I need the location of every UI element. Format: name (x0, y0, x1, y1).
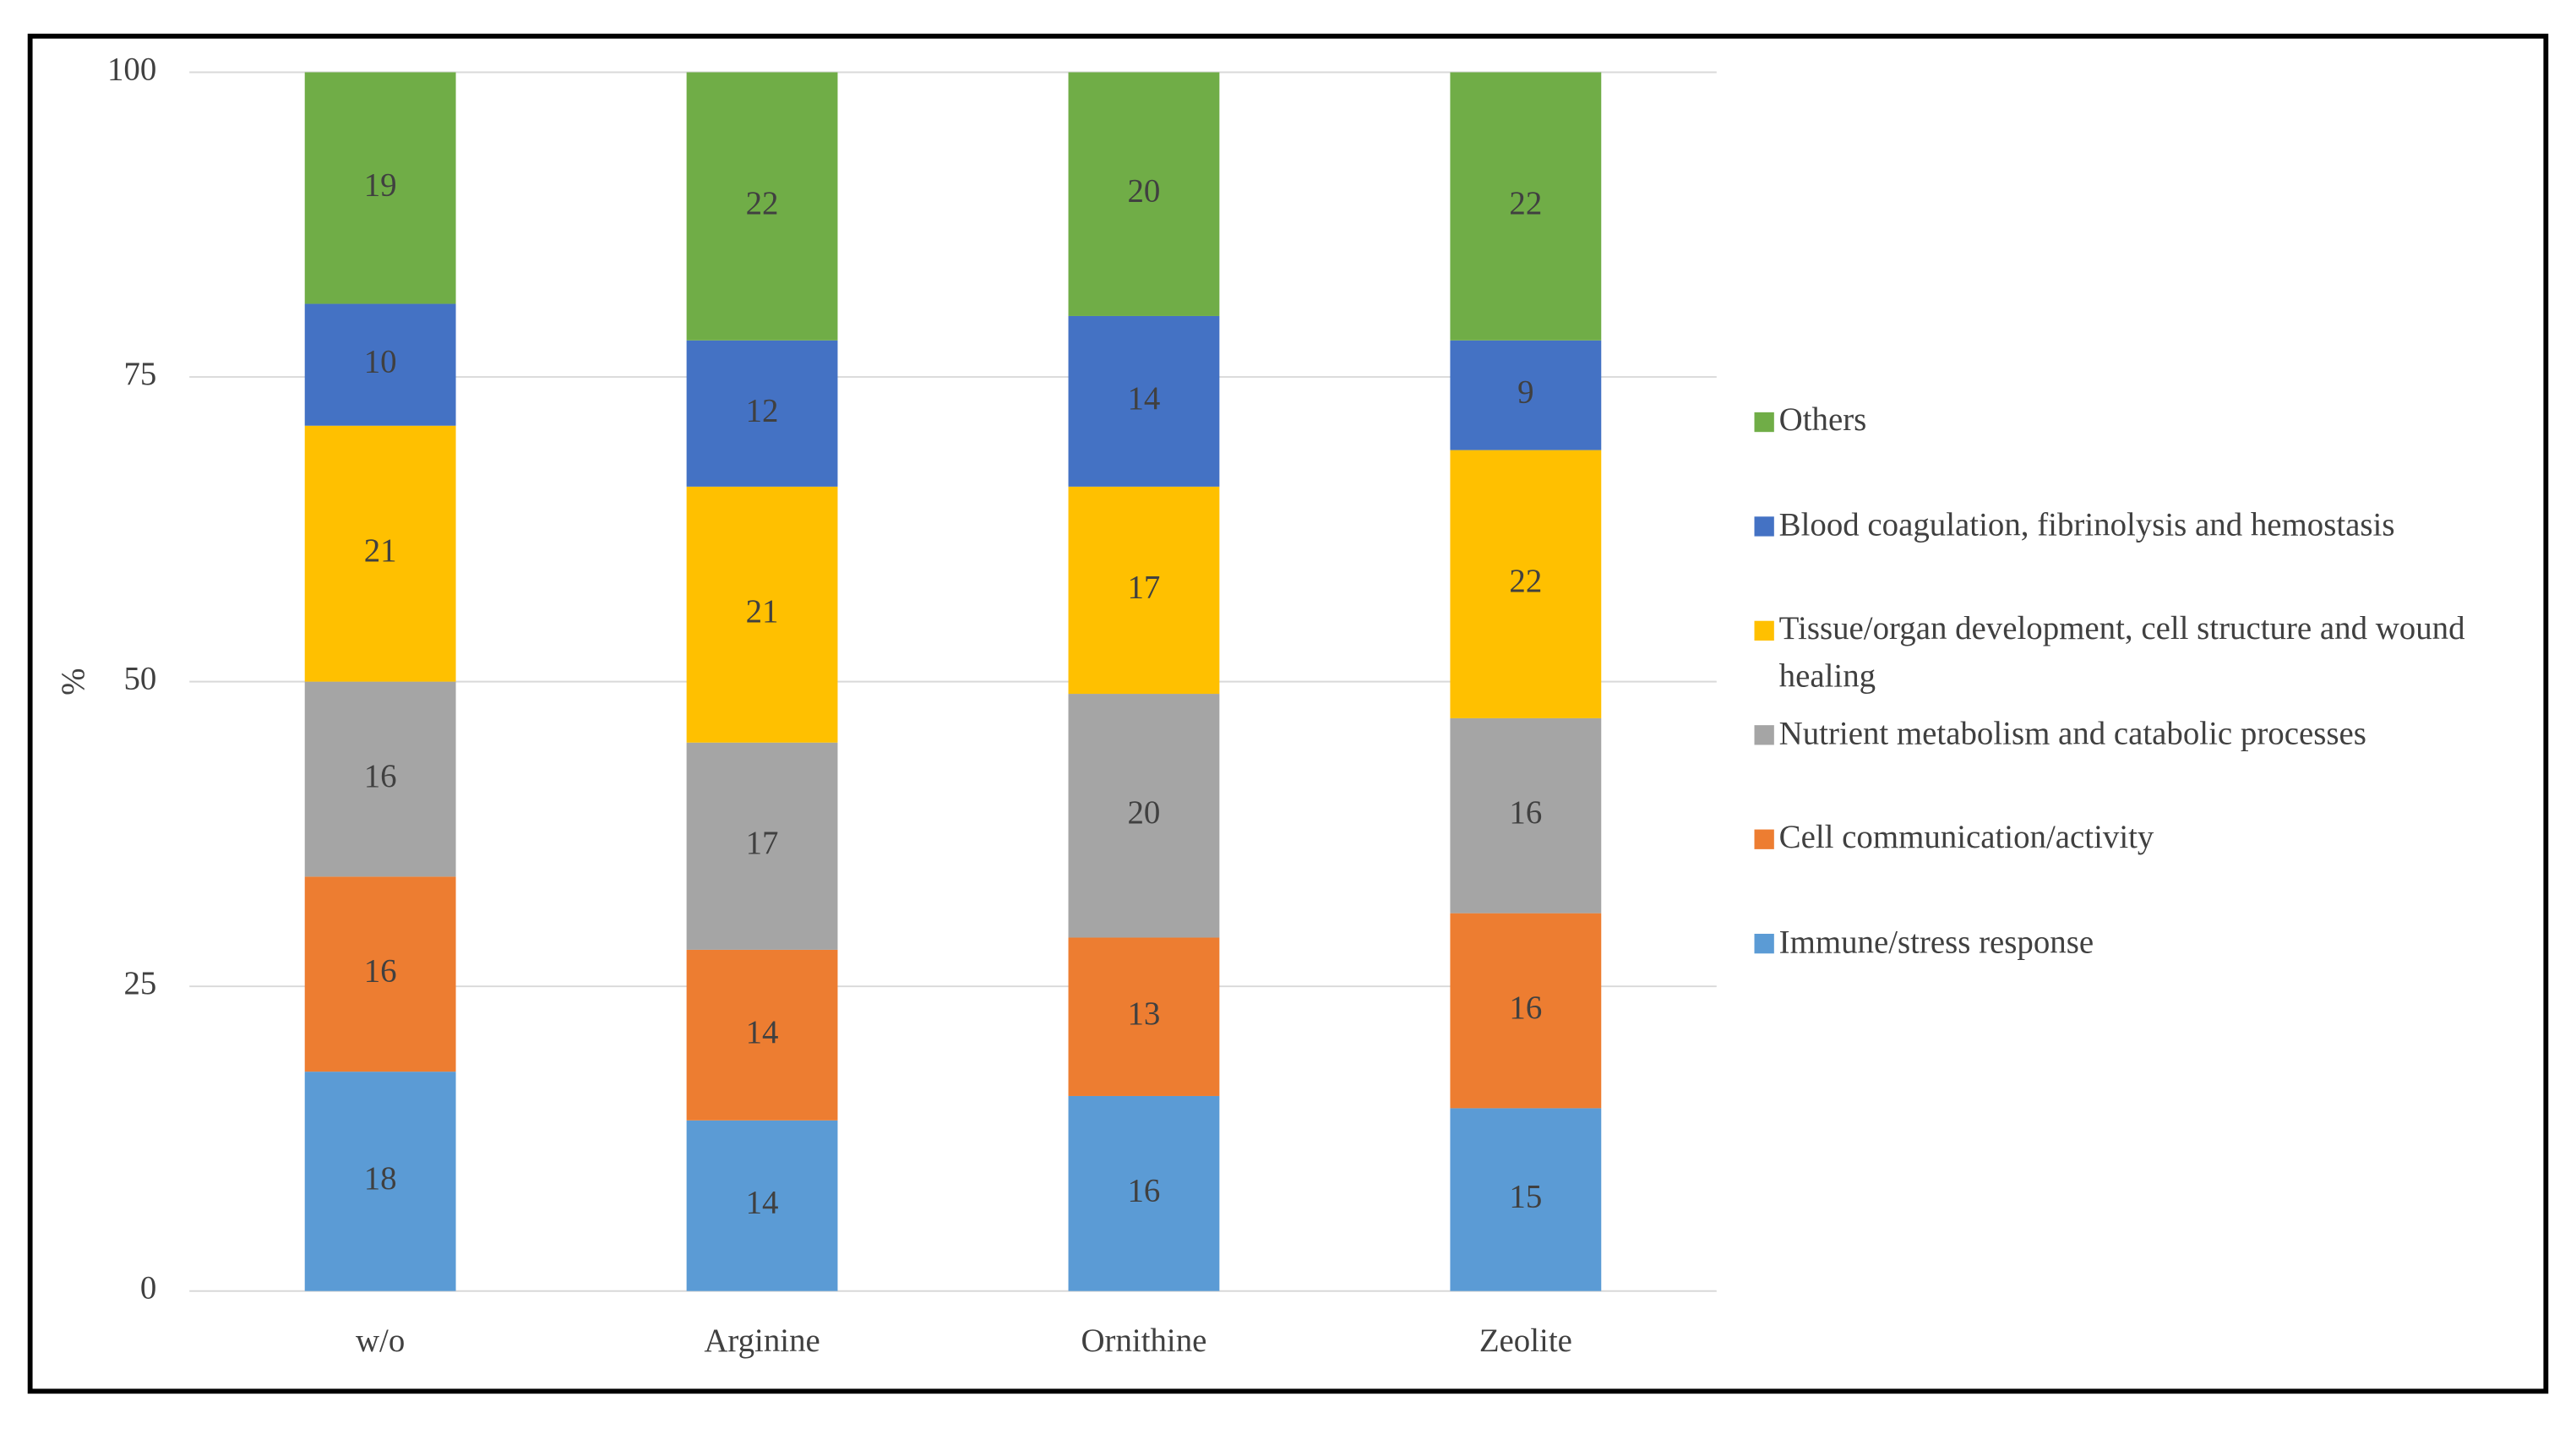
data-label: 20 (1128, 173, 1161, 210)
legend-item: Cell communication/activity (1778, 819, 2154, 856)
data-label: 16 (364, 758, 397, 794)
data-label: 16 (1509, 990, 1542, 1026)
data-label: 16 (1128, 1172, 1161, 1208)
bar-segment (1068, 72, 1220, 316)
bar-segment (686, 486, 838, 743)
bar-segment (304, 1072, 456, 1291)
data-label: 16 (1509, 794, 1542, 831)
data-label: 22 (1509, 563, 1542, 599)
data-label: 9 (1517, 374, 1533, 411)
x-tick-label: Zeolite (1479, 1323, 1572, 1359)
bar-segment (1450, 913, 1602, 1109)
bar-segment (686, 949, 838, 1121)
x-tick-label: w/o (356, 1323, 405, 1359)
bar-segment (686, 1120, 838, 1291)
legend-label: Cell communication/activity (1778, 819, 2154, 856)
bar-segment (1450, 1108, 1602, 1291)
data-label: 22 (1509, 185, 1542, 221)
legend-label: Immune/stress response (1778, 924, 2094, 961)
legend-item: Blood coagulation, fibrinolysis and hemo… (1778, 506, 2395, 543)
legend-swatch (1754, 412, 1774, 433)
bar-segment (1450, 717, 1602, 914)
data-label: 21 (364, 532, 397, 569)
bar-segment (304, 876, 456, 1072)
y-tick-label: 50 (123, 661, 156, 697)
bar-segment (1450, 340, 1602, 450)
bar-segment (686, 72, 838, 341)
legend-swatch (1754, 933, 1774, 954)
data-label: 14 (1128, 380, 1161, 417)
legend-item: Immune/stress response (1778, 924, 2094, 961)
data-label: 20 (1128, 794, 1161, 831)
legend-label: Nutrient metabolism and catabolic proces… (1778, 715, 2366, 752)
y-axis-label: % (55, 668, 91, 695)
y-tick-label: 25 (123, 965, 156, 1001)
bar-segment (686, 742, 838, 950)
legend-label: Blood coagulation, fibrinolysis and hemo… (1778, 506, 2395, 543)
bar-segment (1068, 315, 1220, 487)
legend-item: Others (1778, 402, 1867, 439)
bar-segment (686, 340, 838, 487)
bar-segment (1068, 1095, 1220, 1291)
bar-segment (1068, 486, 1220, 695)
data-label: 22 (746, 185, 779, 221)
legend-label: Tissue/organ development, cell structure… (1778, 611, 2465, 695)
bar-segment (304, 303, 456, 426)
x-tick-label: Ornithine (1081, 1323, 1206, 1359)
bar-segment (1068, 694, 1220, 938)
y-tick-label: 100 (107, 51, 156, 87)
data-label: 17 (1128, 569, 1161, 605)
bar-segment (304, 681, 456, 877)
data-label: 21 (746, 593, 779, 630)
data-label: 14 (746, 1014, 779, 1050)
data-label: 18 (364, 1160, 397, 1197)
legend-item: Tissue/organ development, cell structure… (1778, 611, 2465, 695)
bar-segment (304, 72, 456, 304)
bar-segment (1450, 450, 1602, 718)
legend-item: Nutrient metabolism and catabolic proces… (1778, 715, 2366, 752)
y-tick-label: 0 (140, 1270, 156, 1306)
x-tick-label: Arginine (704, 1323, 820, 1359)
legend-swatch (1754, 829, 1774, 849)
data-label: 19 (364, 166, 397, 203)
bar-segment (1450, 72, 1602, 341)
bar-segment (1068, 937, 1220, 1096)
data-label: 10 (364, 344, 397, 380)
data-label: 17 (746, 825, 779, 861)
y-tick-label: 75 (123, 356, 156, 392)
bar-segment (304, 425, 456, 682)
data-label: 12 (746, 392, 779, 428)
legend-swatch (1754, 516, 1774, 537)
legend-label: Others (1778, 402, 1867, 439)
data-label: 15 (1509, 1178, 1542, 1214)
data-label: 14 (746, 1185, 779, 1221)
data-label: 16 (364, 953, 397, 990)
data-label: 13 (1128, 995, 1161, 1032)
legend-swatch (1754, 725, 1774, 745)
legend-swatch (1754, 620, 1774, 641)
